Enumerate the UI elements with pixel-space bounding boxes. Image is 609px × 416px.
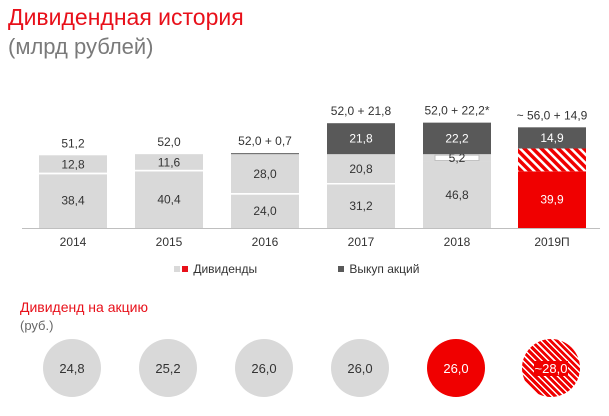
- bar-value-label-2015-0: 40,4: [157, 192, 181, 206]
- bar-total-label-2014: 51,2: [61, 136, 85, 150]
- bar-value-label-2015-1: 11,6: [158, 155, 181, 169]
- legend-item-dividends: Дивиденды: [174, 262, 257, 276]
- bar-segment-2016-1: [231, 154, 299, 194]
- bar-segment-2014-0: [39, 173, 107, 228]
- bar-value-label-2019П-2: 14,9: [540, 131, 564, 145]
- bar-segment-2017-1: [327, 154, 395, 184]
- legend-label-dividends: Дивиденды: [193, 262, 258, 276]
- bar-segment-2016-2: [231, 153, 299, 155]
- bar-total-label-2017: 52,0 + 21,8: [331, 104, 392, 118]
- dps-value: 24,8: [59, 360, 85, 376]
- x-tick-label-2016: 2016: [252, 235, 279, 249]
- bar-value-label-2014-0: 38,4: [61, 194, 85, 208]
- bar-value-label-2018-0: 46,8: [445, 188, 469, 202]
- x-tick-label-2017: 2017: [348, 235, 375, 249]
- dps-circle-2018: 26,0: [427, 339, 485, 397]
- bar-value-label-2019П-0: 39,9: [540, 193, 564, 207]
- dps-value: 26,0: [347, 360, 373, 376]
- bar-value-label-2016-1: 28,0: [253, 167, 277, 181]
- bar-segment-2018-0: [423, 161, 491, 228]
- bar-segment-2014-1: [39, 155, 107, 174]
- bar-segment-2019П-2: [518, 127, 586, 149]
- bar-value-label-2017-2: 21,8: [349, 132, 373, 146]
- x-tick-label-2014: 2014: [60, 235, 87, 249]
- bar-value-label-2017-0: 31,2: [349, 199, 373, 213]
- bar-segment-2016-0: [231, 193, 299, 228]
- legend-swatch-dark: [338, 265, 344, 272]
- bar-segment-2018-2: [423, 122, 491, 155]
- bar-segment-2017-0: [327, 183, 395, 228]
- bar-segment-2019П-1: [518, 148, 586, 172]
- bar-segment-2019П-0: [518, 171, 586, 228]
- bar-segment-2018-1: [434, 154, 480, 162]
- dps-value: 25,2: [155, 360, 181, 376]
- dps-value: 26,0: [443, 360, 469, 376]
- dividend-history-chart: 38,4 12,8 2014 51,2 40,4 11,6 2015 52,0 24,0 28,0…: [22, 104, 600, 249]
- bar-segment-2017-2: [327, 123, 395, 155]
- x-tick-label-2015: 2015: [156, 235, 183, 249]
- dps-circle-2019: ~28,0: [522, 339, 580, 397]
- x-tick-label-2019П: 2019П: [534, 235, 569, 249]
- dps-circle-2015: 25,2: [139, 339, 197, 397]
- bar-value-label-2016-0: 24,0: [253, 204, 277, 218]
- bar-segment-2015-1: [135, 154, 203, 171]
- dps-title: Дивиденд на акцию: [20, 299, 148, 315]
- x-tick-label-2018: 2018: [444, 235, 471, 249]
- bar-value-label-2018-1: 5,2: [449, 151, 466, 165]
- bar-value-label-2014-1: 12,8: [61, 157, 85, 171]
- dps-unit: (руб.): [20, 318, 54, 333]
- bar-value-label-2017-1: 20,8: [349, 162, 373, 176]
- bar-total-label-2019П: ~ 56,0 + 14,9: [517, 108, 588, 122]
- dps-circle-2014: 24,8: [43, 339, 101, 397]
- dps-value: ~28,0: [533, 360, 569, 376]
- bar-value-label-2018-2: 22,2: [445, 131, 469, 145]
- legend-swatch-grey: [174, 265, 180, 272]
- bar-total-label-2018: 52,0 + 22,2*: [424, 104, 489, 118]
- bar-total-label-2015: 52,0: [157, 135, 181, 149]
- dps-circle-2016: 26,0: [235, 339, 293, 397]
- dps-circle-2017: 26,0: [331, 339, 389, 397]
- bar-segment-2015-0: [135, 170, 203, 228]
- legend-label-buyback: Выкуп акций: [349, 262, 420, 276]
- page-title: Дивидендная история: [8, 4, 244, 30]
- dps-value: 26,0: [251, 360, 277, 376]
- legend-item-buyback: Выкуп акций: [338, 262, 419, 276]
- page-subtitle: (млрд рублей): [8, 34, 154, 59]
- legend-swatch-red: [182, 265, 188, 272]
- bar-total-label-2016: 52,0 + 0,7: [238, 134, 292, 148]
